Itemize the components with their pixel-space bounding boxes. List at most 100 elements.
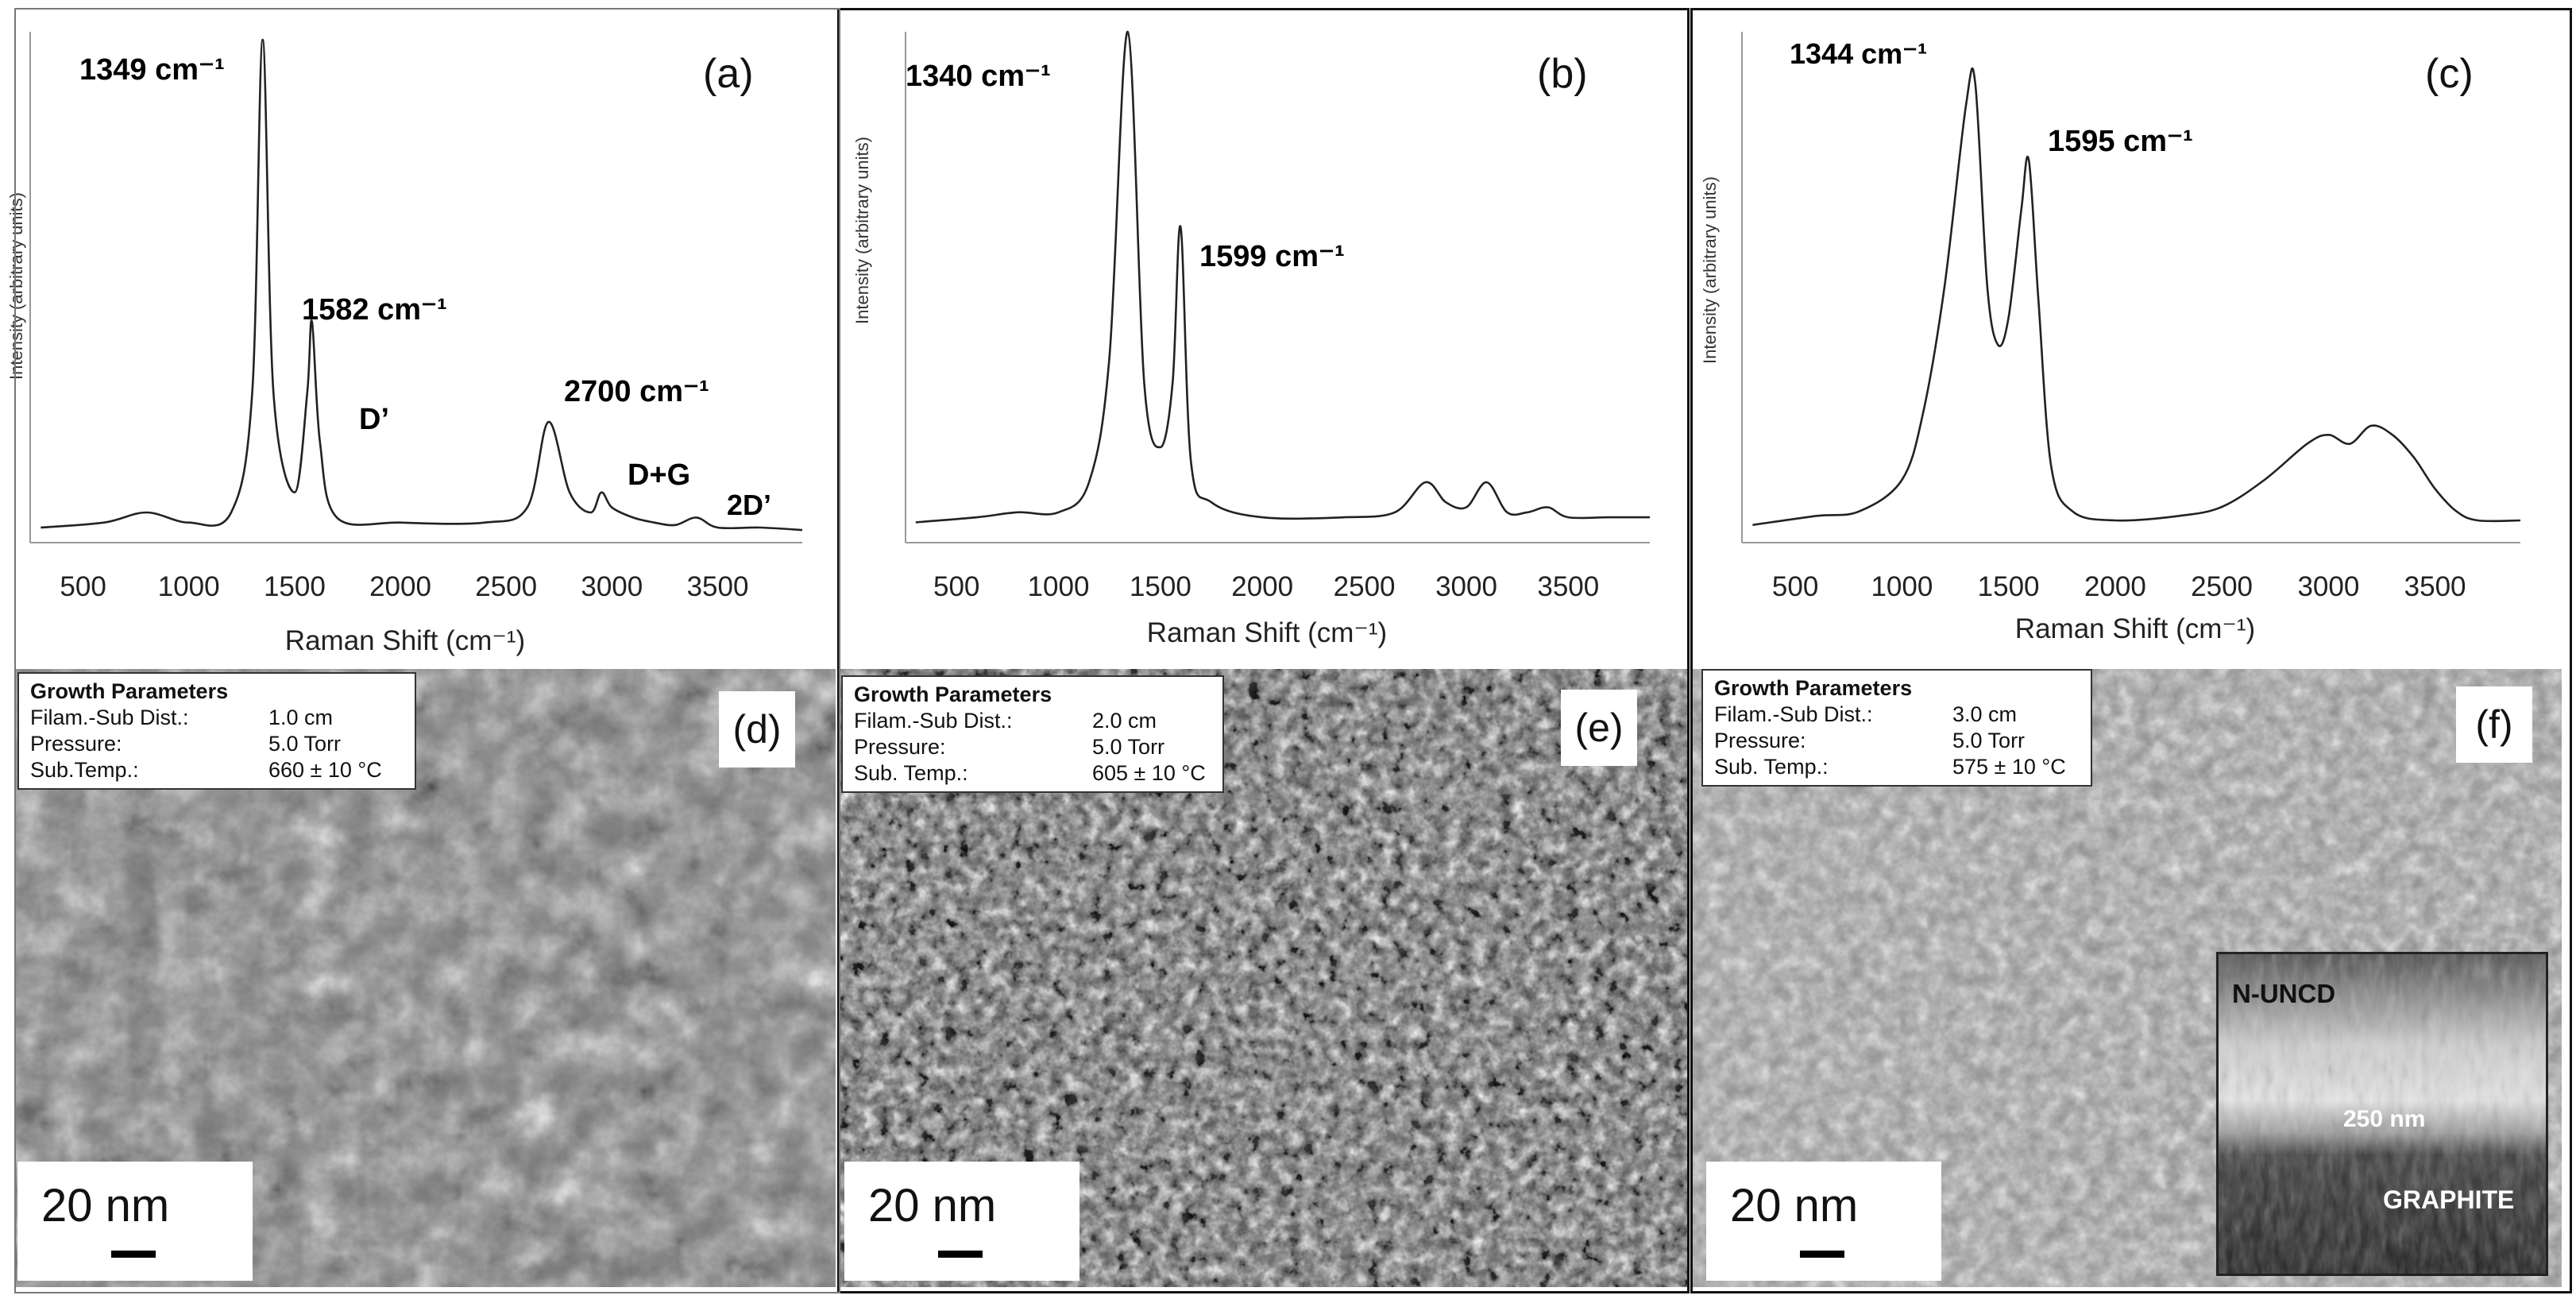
- x-tick-label: 2500: [2191, 571, 2253, 602]
- inset-label-250nm: 250 nm: [2343, 1106, 2426, 1132]
- param-key: Pressure:: [1714, 729, 1806, 752]
- x-tick-label: 2000: [2084, 571, 2146, 602]
- param-key: Pressure:: [854, 735, 946, 759]
- left-column-frame: [14, 8, 840, 1293]
- param-value: 5.0 Torr: [1092, 735, 1165, 759]
- spectrum-line-b: [915, 30, 1650, 524]
- scale-label-d: 20 nm: [41, 1180, 170, 1231]
- scale-bar-line-d: [111, 1251, 156, 1258]
- y-axis-label-c: Intensity (arbitrary units): [1700, 176, 1720, 364]
- inset-label-n-uncd: N-UNCD: [2232, 979, 2336, 1008]
- panel-letter-c: (c): [2425, 51, 2474, 97]
- peak-label-1595: 1595 cm⁻¹: [2048, 125, 2193, 158]
- panel-letter-f: (f): [2456, 686, 2532, 763]
- x-tick-label: 1500: [1978, 571, 2040, 602]
- peak-label-2700: 2700 cm⁻¹: [564, 375, 709, 408]
- x-axis-label-c: Raman Shift (cm⁻¹): [2015, 613, 2255, 644]
- y-axis-label-a: Intensity (arbitrary units): [6, 192, 26, 380]
- x-tick-label: 3500: [687, 571, 749, 602]
- scale-bar-line-e: [938, 1251, 983, 1258]
- param-value: 5.0 Torr: [1952, 729, 2026, 752]
- peak-label-d-plus-g: D+G: [628, 458, 690, 492]
- x-tick-label: 500: [1772, 571, 1818, 602]
- param-row-temp-e: Sub. Temp.: 605 ± 10 °C: [854, 760, 1211, 787]
- peak-label-1344: 1344 cm⁻¹: [1790, 37, 1927, 70]
- peak-label-d-prime: D’: [359, 403, 389, 436]
- y-axis-label-b: Intensity (arbitrary units): [852, 137, 872, 324]
- param-row-pressure-d: Pressure: 5.0 Torr: [30, 731, 404, 757]
- x-tick-label: 2500: [1334, 571, 1396, 602]
- growth-params-box-e: Growth Parameters Filam.-Sub Dist.: 2.0 c…: [841, 675, 1224, 793]
- panel-letter-a: (a): [703, 51, 754, 97]
- param-row-distance-e: Filam.-Sub Dist.: 2.0 cm: [854, 708, 1211, 734]
- growth-params-box-f: Growth Parameters Filam.-Sub Dist.: 3.0 c…: [1701, 669, 2092, 787]
- x-tick-label: 2500: [475, 571, 537, 602]
- x-tick-label: 1000: [1871, 571, 1933, 602]
- plot-frame-a: [29, 32, 802, 543]
- param-row-distance-f: Filam.-Sub Dist.: 3.0 cm: [1714, 702, 2080, 728]
- param-key: Sub. Temp.:: [1714, 755, 1829, 779]
- right-column-frame: [1690, 8, 2572, 1293]
- scale-bar-d: 20 nm: [17, 1162, 253, 1281]
- param-value: 1.0 cm: [268, 706, 334, 729]
- panel-letter-b: (b): [1537, 51, 1588, 97]
- param-value: 5.0 Torr: [268, 732, 342, 756]
- cross-section-inset: [2216, 952, 2548, 1276]
- param-row-pressure-f: Pressure: 5.0 Torr: [1714, 728, 2080, 754]
- raman-chart-b: 500 1000 1500 2000 2500 3000 3500 Intensity (a…: [852, 30, 1650, 648]
- plot-frame-b: [905, 32, 1650, 543]
- x-tick-label: 3500: [1537, 571, 1599, 602]
- param-row-pressure-e: Pressure: 5.0 Torr: [854, 734, 1211, 760]
- middle-column-frame: [837, 8, 1690, 1293]
- panel-letter-d: (d): [719, 691, 795, 767]
- growth-params-title-f: Growth Parameters: [1714, 676, 1913, 700]
- x-tick-label: 3000: [1435, 571, 1497, 602]
- growth-params-box-d: Growth Parameters Filam.-Sub Dist.: 1.0 c…: [17, 672, 416, 790]
- peak-label-1599: 1599 cm⁻¹: [1199, 240, 1345, 273]
- x-tick-label: 1000: [158, 571, 220, 602]
- spectrum-line-a: [41, 38, 803, 532]
- panel-letter-e: (e): [1561, 690, 1637, 766]
- peak-label-1582: 1582 cm⁻¹: [302, 293, 447, 327]
- param-value: 575 ± 10 °C: [1952, 755, 2066, 779]
- peak-label-2d-prime: 2D’: [727, 489, 771, 521]
- x-axis-label-b: Raman Shift (cm⁻¹): [1147, 617, 1387, 648]
- growth-params-title-e: Growth Parameters: [854, 682, 1052, 706]
- inset-label-graphite: GRAPHITE: [2383, 1185, 2515, 1214]
- x-tick-label: 1000: [1028, 571, 1090, 602]
- scale-label-e: 20 nm: [868, 1180, 997, 1231]
- scale-bar-e: 20 nm: [844, 1162, 1079, 1281]
- x-tick-label: 500: [933, 571, 979, 602]
- param-value: 3.0 cm: [1952, 702, 2018, 726]
- x-axis-label-a: Raman Shift (cm⁻¹): [285, 625, 525, 656]
- raman-chart-a: 500 1000 1500 2000 2500 3000 3500 Intensity (a…: [6, 32, 803, 656]
- param-value: 605 ± 10 °C: [1092, 761, 1206, 785]
- param-key: Filam.-Sub Dist.:: [30, 706, 189, 729]
- plot-frame-c: [1741, 32, 2520, 543]
- raman-chart-c: 500 1000 1500 2000 2500 3000 3500 Intensity (a…: [1700, 32, 2521, 644]
- x-tick-labels-c: 500 1000 1500 2000 2500 3000 3500: [1772, 571, 2466, 602]
- x-tick-label: 3000: [581, 571, 643, 602]
- param-value: 2.0 cm: [1092, 709, 1157, 733]
- param-row-distance-d: Filam.-Sub Dist.: 1.0 cm: [30, 705, 404, 731]
- peak-label-1340: 1340 cm⁻¹: [906, 60, 1051, 93]
- x-tick-labels-a: 500 1000 1500 2000 2500 3000 3500: [60, 571, 748, 602]
- x-tick-label: 1500: [1130, 571, 1191, 602]
- cross-section-image: [2219, 954, 2546, 1274]
- spectrum-line-c: [1752, 67, 2521, 526]
- peak-label-1349: 1349 cm⁻¹: [79, 53, 225, 87]
- x-tick-label: 500: [60, 571, 106, 602]
- scale-label-f: 20 nm: [1730, 1180, 1859, 1231]
- param-key: Filam.-Sub Dist.:: [854, 709, 1013, 733]
- param-row-temp-f: Sub. Temp.: 575 ± 10 °C: [1714, 754, 2080, 780]
- raman-panel-c: 500 1000 1500 2000 2500 3000 3500 Intensity (a…: [1690, 0, 2576, 669]
- param-key: Sub.Temp.:: [30, 758, 139, 782]
- param-key: Sub. Temp.:: [854, 761, 968, 785]
- x-tick-label: 3500: [2404, 571, 2466, 602]
- scale-bar-f: 20 nm: [1706, 1162, 1941, 1281]
- param-value: 660 ± 10 °C: [268, 758, 382, 782]
- x-tick-label: 1500: [264, 571, 326, 602]
- raman-panel-a: 500 1000 1500 2000 2500 3000 3500 Intensity (a…: [0, 0, 836, 669]
- param-row-temp-d: Sub.Temp.: 660 ± 10 °C: [30, 757, 404, 783]
- x-tick-label: 2000: [369, 571, 431, 602]
